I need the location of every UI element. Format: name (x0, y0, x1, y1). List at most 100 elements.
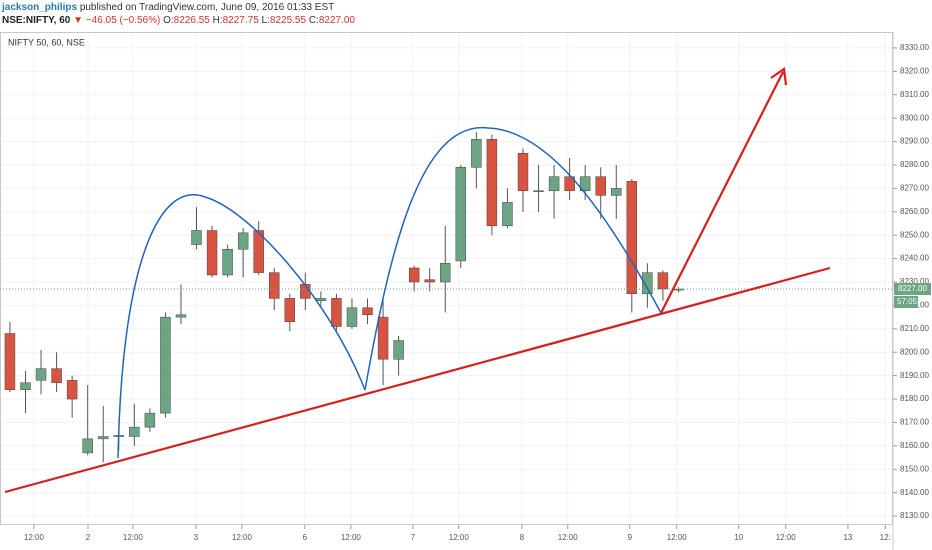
y-tick-label: 8130.00 (900, 511, 929, 520)
candle-body (408, 267, 420, 283)
ohlc-l: L:8225.55 (262, 15, 307, 26)
y-tick-label: 8140.00 (900, 488, 929, 497)
candle-body (377, 316, 389, 360)
candle-body (82, 438, 93, 454)
candle-body (160, 316, 171, 414)
candle-body (98, 436, 109, 440)
candle-body (502, 202, 513, 227)
ohlc-label: L: (261, 15, 270, 26)
y-tick-label: 8320.00 (900, 66, 929, 75)
candle-body (51, 368, 62, 383)
countdown-label: 57:05 (897, 297, 918, 306)
x-tick-label: 12:00 (232, 533, 253, 542)
candles (0, 132, 893, 463)
y-tick-label: 8280.00 (900, 160, 929, 169)
x-tick-label: 12:00 (667, 533, 688, 542)
candle-body (548, 176, 560, 191)
candle-body (331, 298, 342, 327)
candle-body (362, 307, 373, 316)
y-tick-label: 8190.00 (900, 371, 929, 380)
y-tick-label: 8270.00 (900, 183, 929, 192)
chart-title: NIFTY 50, 60, NSE (8, 37, 85, 47)
candle-body (66, 380, 78, 400)
published: published on TradingView.com, June 09, 2… (79, 2, 335, 13)
y-tick-label: 8310.00 (900, 90, 929, 99)
candle-body (595, 176, 606, 196)
ohlc-value: 8225.55 (269, 15, 307, 26)
x-tick-label: 8 (520, 533, 525, 542)
candle-body (564, 176, 575, 191)
countdown-box (894, 296, 918, 309)
candle-body (486, 138, 498, 227)
ohlc-label: C: (308, 15, 319, 26)
ohlc-c: C:8227.00 (309, 15, 355, 26)
ohlc-h: H:8227.75 (213, 15, 259, 26)
y-axis: 8130.00 8140.00 8150.00 8160.00 8170.00 8180.… (893, 43, 931, 520)
ohlc-value: 8226.55 (173, 15, 210, 26)
symbol: NSE:NIFTY, 60 (2, 15, 71, 26)
author[interactable]: jackson_philips (2, 2, 78, 13)
y-tick-label: 8150.00 (900, 464, 929, 473)
x-tick-label: 12: (880, 533, 891, 542)
ohlc-o: O:8226.55 (163, 15, 210, 26)
candle-body (35, 368, 47, 381)
candle-body (393, 340, 404, 360)
x-tick-label: 12:00 (341, 533, 362, 542)
candle-body (20, 382, 31, 390)
y-tick-label: 8200.00 (900, 347, 929, 356)
x-tick-label: 10 (734, 533, 743, 542)
candle-body (315, 298, 327, 301)
x-tick-label: 3 (194, 533, 199, 542)
y-tick-label: 8170.00 (900, 418, 929, 427)
ohlc-label: O: (163, 15, 174, 26)
candle-body (424, 279, 435, 283)
candle-body (455, 167, 467, 262)
x-tick-label: 12:00 (24, 533, 45, 542)
candle-body (222, 248, 233, 276)
candle-body (206, 230, 218, 276)
x-tick-label: 7 (411, 533, 416, 542)
candle-body (471, 138, 482, 168)
drawings (4, 67, 831, 494)
candle-body (346, 307, 358, 327)
ohlc-value: 8227.75 (222, 15, 259, 26)
arc-left (117, 194, 366, 459)
candle-body (284, 298, 296, 323)
y-tick-label: 8330.00 (900, 43, 929, 52)
y-tick-label: 8160.00 (900, 441, 929, 450)
candle-body (253, 230, 264, 273)
candle-body (517, 153, 529, 191)
ohlc-label: H: (212, 15, 223, 26)
candle-body (237, 232, 249, 250)
symbol-line: NSE:NIFTY, 60 ▼ −46.05 (−0.56%) O:8226.5… (2, 15, 355, 26)
y-tick-label: 8180.00 (900, 394, 929, 403)
x-tick-label: 2 (86, 533, 91, 542)
candle-body (269, 272, 280, 299)
y-tick-label: 8210.00 (900, 324, 929, 333)
y-tick-label: 8250.00 (900, 230, 929, 239)
y-tick-label: 8230.00 (900, 277, 929, 286)
y-tick-label: 8240.00 (900, 254, 929, 263)
candle-body (191, 230, 202, 245)
x-tick-label: 12:00 (776, 533, 797, 542)
grid (0, 32, 893, 525)
candle-body (611, 188, 622, 196)
candle-body (579, 176, 591, 191)
ohlc-value: 8227.00 (318, 15, 355, 26)
arc-right (364, 127, 662, 391)
candle-body (144, 412, 156, 428)
x-axis: 12:00 2 12:00 3 12:00 6 12:00 7 12:00 8 12:00 9 12:0… (24, 525, 891, 542)
last-price-box (894, 283, 931, 296)
x-tick-label: 12:00 (123, 533, 144, 542)
x-tick-label: 13 (843, 533, 852, 542)
candle-body (129, 426, 140, 437)
arrow (660, 71, 784, 314)
change: ▼ −46.05 (−0.56%) (73, 15, 161, 26)
candle-body (440, 263, 451, 283)
y-tick-label: 8300.00 (900, 113, 929, 122)
publish-line: jackson_philips published on TradingView… (2, 2, 334, 13)
candle-body (4, 333, 16, 390)
x-tick-label: 9 (628, 533, 633, 542)
